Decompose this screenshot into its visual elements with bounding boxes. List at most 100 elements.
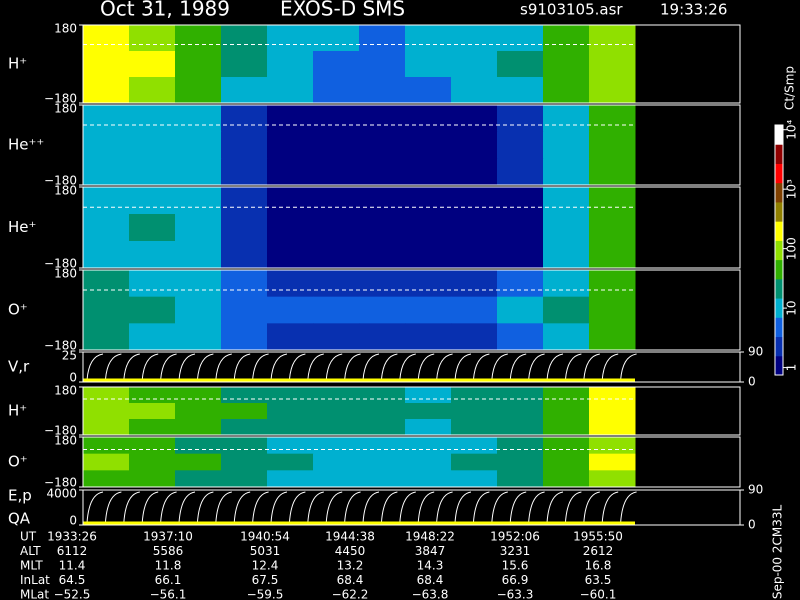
heatmap-cell (175, 158, 222, 186)
heatmap-cell (405, 51, 452, 78)
trace-curve (472, 353, 490, 381)
trace-curve (325, 353, 343, 381)
y-tick-label: 4000 (46, 487, 77, 501)
panel-label: E,p (8, 487, 32, 505)
table-cell: 68.4 (337, 573, 364, 587)
heatmap-cell (359, 323, 406, 351)
trace-curve (417, 353, 435, 381)
colorbar-swatch (775, 125, 783, 145)
heatmap-cell (313, 187, 360, 215)
heatmap-cell (359, 187, 406, 215)
heatmap-cell (359, 403, 406, 420)
colorbar-swatch (775, 317, 783, 338)
trace-curve (509, 353, 527, 381)
heatmap-cell (405, 323, 452, 351)
trace-curve (233, 491, 251, 524)
heatmap-cell (359, 470, 406, 488)
heatmap-cell (129, 131, 176, 159)
panel-frame (82, 24, 741, 104)
heatmap-cell (451, 296, 498, 324)
heatmap-cell (543, 419, 590, 436)
y2-tick-label: 90 (748, 345, 763, 359)
heatmap-cell (359, 453, 406, 471)
trace-curve (344, 491, 361, 524)
y-tick-label: 0 (69, 514, 77, 528)
heatmap-cell (221, 323, 268, 351)
trace-curve (307, 353, 324, 381)
heatmap-cell (497, 131, 544, 159)
y-tick-label: −180 (44, 424, 77, 438)
heatmap-cell (359, 270, 406, 298)
y-tick-label: −180 (44, 339, 77, 353)
row-label: InLat (20, 573, 50, 587)
heatmap-cell (221, 77, 268, 104)
heatmap-cell (359, 296, 406, 324)
heatmap-cell (451, 419, 498, 436)
trace-curve (399, 353, 416, 381)
colorbar-swatch (775, 182, 783, 203)
heatmap-cell (589, 241, 636, 269)
trace-curve (491, 491, 508, 524)
heatmap-cell (221, 25, 268, 52)
table-cell: 2612 (583, 544, 614, 558)
trace-curve (215, 353, 232, 381)
trace-curve (215, 491, 232, 524)
table-cell: 1937:10 (143, 530, 193, 544)
heatmap-cell (543, 270, 590, 298)
heatmap-cell (267, 403, 314, 420)
panel-label: He⁺ (8, 218, 36, 236)
y-tick-label: −180 (44, 174, 77, 188)
trace-curve (509, 491, 527, 524)
table-cell: 12.4 (252, 559, 279, 573)
heatmap-cell (589, 214, 636, 242)
heatmap-cell (221, 105, 268, 133)
table-cell: 15.6 (502, 559, 529, 573)
heatmap-cell (497, 437, 544, 455)
colorbar-swatch (775, 144, 783, 164)
trace-curve (141, 491, 159, 524)
trace-curve (325, 491, 343, 524)
heatmap-cell (589, 387, 636, 404)
colorbar-tick-label: 10³ (785, 179, 799, 199)
heatmap-cell (313, 437, 360, 455)
heatmap-cell (267, 158, 314, 186)
heatmap-cell (221, 419, 268, 436)
trace-curve (528, 353, 545, 381)
heatmap-cell (267, 419, 314, 436)
heatmap-cell (175, 387, 222, 404)
heatmap-cell (129, 296, 176, 324)
colorbar-frame (774, 124, 784, 376)
heatmap-cell (267, 105, 314, 133)
heatmap-cell (589, 105, 636, 133)
table-cell: 1955:50 (573, 530, 623, 544)
heatmap-cell (405, 214, 452, 242)
trace-curve (601, 491, 619, 524)
trace-curve (123, 491, 140, 524)
heatmap-cell (359, 25, 406, 52)
colorbar-swatch (775, 336, 783, 357)
heatmap-cell (83, 105, 130, 133)
heatmap-cell (267, 470, 314, 488)
trace-curve (252, 353, 269, 381)
heatmap-cell (267, 241, 314, 269)
heatmap-cell (129, 241, 176, 269)
heatmap-cell (313, 419, 360, 436)
heatmap-cell (221, 51, 268, 78)
table-cell: 3847 (415, 544, 446, 558)
heatmap-cell (83, 214, 130, 242)
colorbar-swatch (775, 355, 783, 376)
footer: Sep-00 2CM33L (771, 505, 785, 600)
row-label: ALT (20, 544, 41, 558)
colorbar-swatch (775, 259, 783, 280)
heatmap-cell (129, 387, 176, 404)
heatmap-cell (83, 25, 130, 52)
table-cell: 68.4 (417, 573, 444, 587)
row-label: UT (20, 530, 37, 544)
colorbar-tick-label: 10⁴ (785, 119, 799, 139)
colorbar-tick-label: 10 (785, 300, 799, 315)
heatmap-cell (405, 437, 452, 455)
heatmap-cell (497, 25, 544, 52)
table-cell: 16.8 (585, 559, 612, 573)
trace-curve (454, 353, 472, 381)
heatmap-cell (359, 241, 406, 269)
